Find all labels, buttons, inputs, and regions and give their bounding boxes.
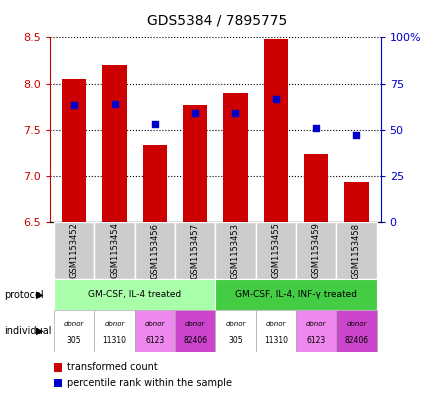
Bar (295, 222, 335, 279)
Text: 82406: 82406 (344, 336, 368, 345)
Text: donor: donor (64, 321, 84, 327)
Bar (295, 310, 335, 352)
Text: transformed count: transformed count (66, 362, 157, 373)
Bar (223, 93, 247, 222)
Text: GSM1153456: GSM1153456 (150, 222, 159, 279)
Bar (215, 310, 255, 352)
Text: ▶: ▶ (36, 326, 44, 336)
Text: donor: donor (225, 321, 245, 327)
Text: 305: 305 (228, 336, 242, 345)
Bar (94, 310, 135, 352)
Bar (54, 279, 215, 310)
Text: GSM1153454: GSM1153454 (110, 222, 119, 279)
Text: 6123: 6123 (145, 336, 164, 345)
Bar (183, 105, 207, 222)
Text: donor: donor (345, 321, 366, 327)
Text: protocol: protocol (4, 290, 44, 300)
Bar (215, 279, 376, 310)
Bar (255, 222, 295, 279)
Bar (263, 39, 287, 222)
Text: GM-CSF, IL-4, INF-γ treated: GM-CSF, IL-4, INF-γ treated (234, 290, 356, 299)
Bar (142, 145, 167, 222)
Text: ▶: ▶ (36, 290, 44, 300)
Bar (62, 79, 86, 222)
Point (191, 110, 198, 116)
Text: donor: donor (104, 321, 125, 327)
Text: GSM1153458: GSM1153458 (351, 222, 360, 279)
Bar (54, 222, 94, 279)
Point (312, 125, 319, 131)
Text: 305: 305 (67, 336, 81, 345)
Text: donor: donor (145, 321, 164, 327)
Text: individual: individual (4, 326, 52, 336)
Point (352, 132, 359, 138)
Bar (54, 310, 94, 352)
Bar (135, 222, 174, 279)
Text: 82406: 82406 (183, 336, 207, 345)
Point (151, 121, 158, 127)
Bar (335, 222, 376, 279)
Text: GSM1153452: GSM1153452 (69, 222, 79, 279)
Point (272, 96, 279, 102)
Bar (94, 222, 135, 279)
Text: 11310: 11310 (102, 336, 126, 345)
Bar (335, 310, 376, 352)
Text: 11310: 11310 (263, 336, 287, 345)
Text: percentile rank within the sample: percentile rank within the sample (66, 378, 231, 388)
Text: GDS5384 / 7895775: GDS5384 / 7895775 (147, 14, 287, 28)
Point (111, 101, 118, 107)
Bar (215, 222, 255, 279)
Text: GSM1153459: GSM1153459 (311, 222, 320, 279)
Point (231, 110, 238, 116)
Bar (135, 310, 174, 352)
Bar (303, 154, 328, 222)
Point (71, 102, 78, 108)
Text: donor: donor (265, 321, 285, 327)
Text: GSM1153453: GSM1153453 (230, 222, 240, 279)
Text: 6123: 6123 (306, 336, 325, 345)
Bar (255, 310, 295, 352)
Bar (102, 65, 126, 222)
Text: GM-CSF, IL-4 treated: GM-CSF, IL-4 treated (88, 290, 181, 299)
Bar (174, 310, 215, 352)
Bar (344, 182, 368, 222)
Text: GSM1153455: GSM1153455 (271, 222, 279, 279)
Bar (174, 222, 215, 279)
Text: donor: donor (305, 321, 326, 327)
Text: donor: donor (184, 321, 205, 327)
Text: GSM1153457: GSM1153457 (190, 222, 199, 279)
